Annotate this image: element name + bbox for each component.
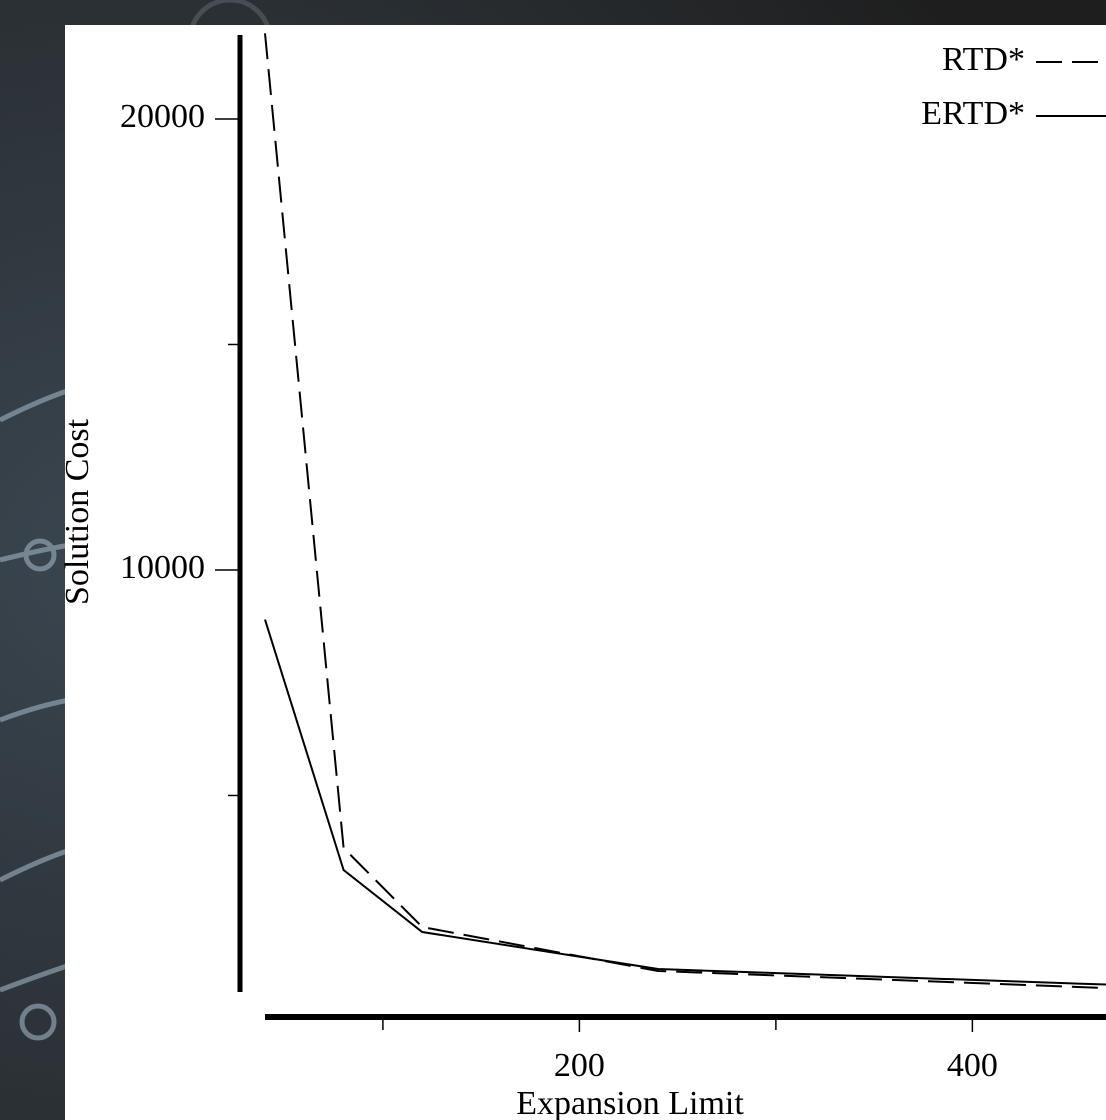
series-line <box>264 33 1106 990</box>
x-tick-label: 200 <box>554 1047 605 1084</box>
plot-area <box>264 33 1106 990</box>
series-line <box>264 619 1106 986</box>
legend-label: RTD* <box>942 41 1025 78</box>
plot-panel <box>65 25 1106 1120</box>
y-tick-label: 20000 <box>120 98 205 135</box>
y-tick-label: 10000 <box>120 549 205 586</box>
x-axis-label: Expansion Limit <box>516 1085 744 1120</box>
y-axis-label: Solution Cost <box>59 418 96 605</box>
legend-label: ERTD* <box>921 95 1025 132</box>
x-tick-label: 400 <box>947 1047 998 1084</box>
